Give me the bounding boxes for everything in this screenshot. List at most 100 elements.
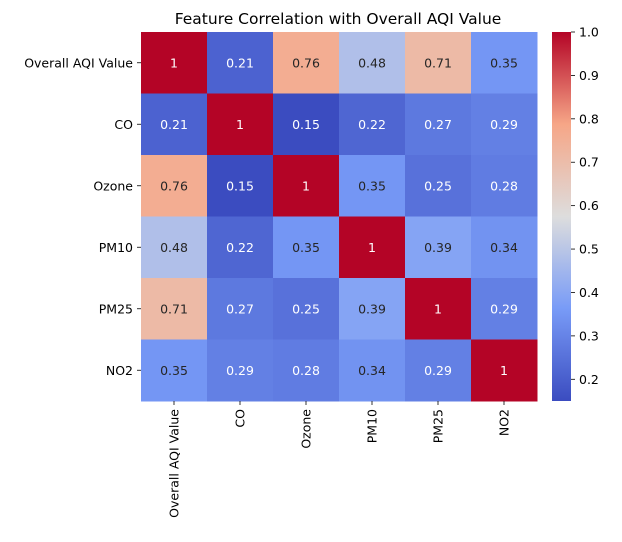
cell-value-label-r0-c0: 1	[170, 55, 178, 70]
heatmap-cell-r1-c0	[141, 93, 208, 156]
cell-value-label-r2-c0: 0.76	[160, 178, 188, 193]
heatmap-cell-r0-c3	[339, 32, 406, 94]
heatmap-cell-r2-c0	[141, 155, 208, 217]
heatmap-cell-r3-c5	[471, 216, 538, 279]
cell-value-label-r5-c2: 0.28	[292, 363, 320, 378]
heatmap-cell-r0-c0	[141, 32, 208, 94]
cell-value-label-r3-c4: 0.39	[424, 240, 452, 255]
heatmap-cell-r0-c5	[471, 32, 538, 94]
cell-value-label-r4-c5: 0.29	[490, 301, 518, 316]
heatmap-cell-r3-c1	[207, 216, 274, 279]
heatmap-cell-r5-c3	[339, 339, 406, 402]
heatmap-cell-r4-c3	[339, 278, 406, 340]
cell-value-label-r1-c4: 0.27	[424, 117, 452, 132]
colorbar-tick-label-2: 0.4	[579, 285, 599, 300]
heatmap-cell-r3-c4	[405, 216, 472, 279]
heatmap-cell-r4-c5	[471, 278, 538, 340]
cell-value-label-r2-c1: 0.15	[226, 178, 254, 193]
colorbar-gradient	[552, 32, 571, 401]
cell-value-label-r2-c5: 0.28	[490, 178, 518, 193]
cell-value-label-r3-c3: 1	[368, 240, 376, 255]
heatmap-cell-r4-c1	[207, 278, 274, 340]
cell-value-label-r0-c5: 0.35	[490, 55, 518, 70]
cell-value-label-r1-c3: 0.22	[358, 117, 386, 132]
cell-value-label-r3-c2: 0.35	[292, 240, 320, 255]
cell-value-label-r1-c2: 0.15	[292, 117, 320, 132]
cell-value-label-r0-c2: 0.76	[292, 55, 320, 70]
heatmap-cell-r5-c4	[405, 339, 472, 402]
colorbar-tick-label-1: 0.3	[579, 328, 599, 343]
colorbar: 0.2 0.3 0.4 0.5 0.6 0.7 0.8 0.9 1.0	[552, 25, 599, 401]
heatmap-cell-r1-c1	[207, 93, 274, 156]
heatmap-cell-r0-c4	[405, 32, 472, 94]
colorbar-tick-label-7: 0.9	[579, 68, 599, 83]
cell-value-label-r0-c1: 0.21	[226, 55, 254, 70]
cell-value-label-r1-c1: 1	[236, 117, 244, 132]
heatmap-cell-r5-c1	[207, 339, 274, 402]
cell-value-label-r5-c1: 0.29	[226, 363, 254, 378]
heatmap-cell-r0-c2	[273, 32, 340, 94]
heatmap-cell-r5-c2	[273, 339, 340, 402]
cell-value-label-r2-c3: 0.35	[358, 178, 386, 193]
cell-value-label-r4-c2: 0.25	[292, 301, 320, 316]
heatmap-cell-r2-c1	[207, 155, 274, 217]
column-label-3: PM10	[365, 409, 380, 443]
cell-value-label-r5-c0: 0.35	[160, 363, 188, 378]
heatmap-cell-r4-c4	[405, 278, 472, 340]
cell-value-label-r4-c4: 1	[434, 301, 442, 316]
column-label-2: Ozone	[299, 409, 314, 449]
cell-value-label-r4-c0: 0.71	[160, 301, 188, 316]
cell-value-label-r1-c5: 0.29	[490, 117, 518, 132]
heatmap-cell-r1-c3	[339, 93, 406, 156]
heatmap-cell-r3-c0	[141, 216, 208, 279]
row-label-1: CO	[114, 117, 133, 132]
heatmap-cell-r2-c5	[471, 155, 538, 217]
heatmap-cell-r2-c2	[273, 155, 340, 217]
row-label-2: Ozone	[93, 178, 133, 193]
cell-value-label-r4-c3: 0.39	[358, 301, 386, 316]
colorbar-tick-label-4: 0.6	[579, 198, 599, 213]
cell-value-label-r4-c1: 0.27	[226, 301, 254, 316]
row-label-4: PM25	[99, 301, 133, 316]
row-label-0: Overall AQI Value	[24, 55, 133, 70]
heatmap-cell-r5-c0	[141, 339, 208, 402]
column-label-1: CO	[233, 409, 248, 428]
heatmap-cell-r2-c4	[405, 155, 472, 217]
chart-title: Feature Correlation with Overall AQI Val…	[175, 10, 502, 28]
column-label-0: Overall AQI Value	[167, 409, 182, 518]
heatmap-cell-r4-c0	[141, 278, 208, 340]
heatmap-cell-r0-c1	[207, 32, 274, 94]
cell-value-label-r5-c5: 1	[500, 363, 508, 378]
heatmap-cell-r3-c2	[273, 216, 340, 279]
heatmap-cell-r1-c4	[405, 93, 472, 156]
row-label-5: NO2	[106, 363, 133, 378]
cell-value-label-r1-c0: 0.21	[160, 117, 188, 132]
column-label-4: PM25	[431, 409, 446, 443]
cell-value-label-r5-c3: 0.34	[358, 363, 386, 378]
cell-value-label-r3-c1: 0.22	[226, 240, 254, 255]
colorbar-tick-label-6: 0.8	[579, 111, 599, 126]
colorbar-tick-label-3: 0.5	[579, 242, 599, 257]
heatmap-cell-r5-c5	[471, 339, 538, 402]
heatmap-cell-r1-c5	[471, 93, 538, 156]
heatmap-cell-r1-c2	[273, 93, 340, 156]
colorbar-tick-label-5: 0.7	[579, 155, 599, 170]
heatmap-cells: 1 0.21 0.76 0.48 0.71 0.35 0.21 1 0.15 0.22 0.27 0.…	[141, 32, 538, 402]
cell-value-label-r2-c4: 0.25	[424, 178, 452, 193]
cell-value-label-r5-c4: 0.29	[424, 363, 452, 378]
heatmap-cell-r4-c2	[273, 278, 340, 340]
cell-value-label-r3-c0: 0.48	[160, 240, 188, 255]
cell-value-label-r0-c3: 0.48	[358, 55, 386, 70]
colorbar-tick-label-8: 1.0	[579, 25, 599, 40]
heatmap-cell-r3-c3	[339, 216, 406, 279]
column-label-5: NO2	[497, 409, 512, 436]
colorbar-tick-label-0: 0.2	[579, 372, 599, 387]
row-label-3: PM10	[99, 240, 133, 255]
column-labels: Overall AQI Value CO Ozone PM10 PM25 NO2	[167, 401, 512, 518]
cell-value-label-r0-c4: 0.71	[424, 55, 452, 70]
row-labels: Overall AQI Value CO Ozone PM10 PM25 NO2	[24, 55, 141, 378]
cell-value-label-r2-c2: 1	[302, 178, 310, 193]
heatmap-cell-r2-c3	[339, 155, 406, 217]
